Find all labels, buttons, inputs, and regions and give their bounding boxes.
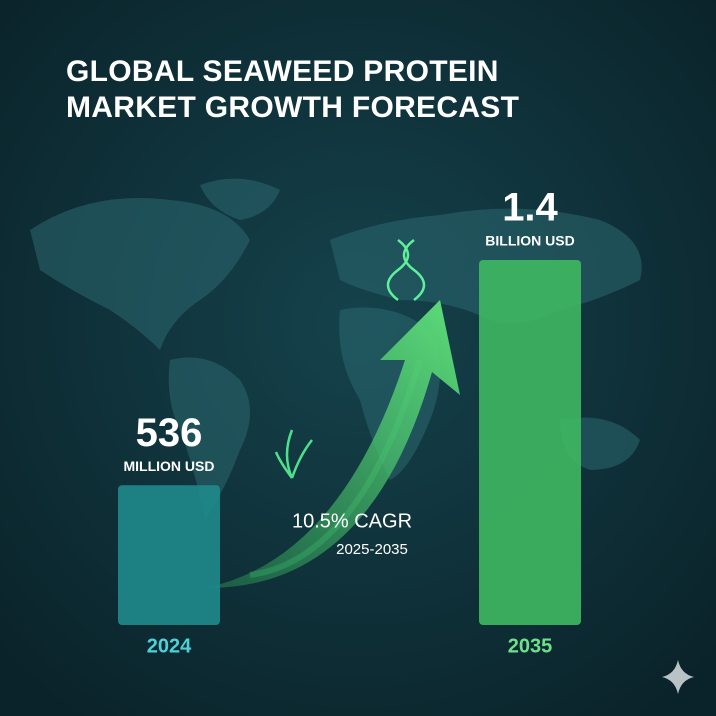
seaweed-icon (274, 429, 313, 479)
value-label: 536 (136, 411, 203, 455)
bar (118, 485, 220, 625)
dna-icon (386, 239, 426, 301)
chart-title: GLOBAL SEAWEED PROTEIN MARKET GROWTH FOR… (66, 55, 520, 124)
value-unit: MILLION USD (124, 458, 215, 474)
x-tick-label: 2024 (147, 635, 192, 657)
sparkle-icon (662, 660, 694, 694)
bar (479, 260, 581, 625)
growth-arrow (205, 300, 460, 589)
cagr-label: 10.5% CAGR (292, 510, 412, 532)
x-tick-label: 2035 (508, 635, 553, 657)
cagr-period: 2025-2035 (336, 541, 408, 558)
value-unit: BILLION USD (485, 233, 574, 249)
value-label: 1.4 (502, 186, 558, 230)
